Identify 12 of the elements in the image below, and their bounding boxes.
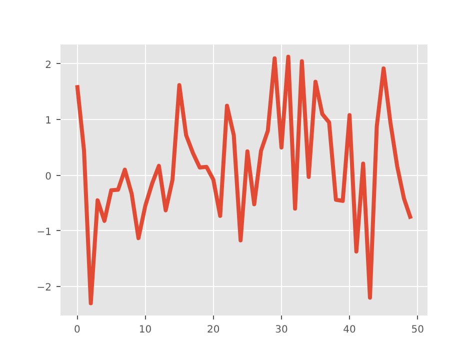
x-tick-label: 30 xyxy=(275,324,288,336)
y-tick-label: 1 xyxy=(45,116,52,127)
y-tick-label: 2 xyxy=(45,60,52,71)
x-tick-label: 0 xyxy=(74,324,80,336)
y-tick-label: −1 xyxy=(36,226,52,238)
y-tick-label: 0 xyxy=(45,171,52,182)
x-tick-label: 10 xyxy=(138,324,152,336)
x-tick-label: 40 xyxy=(343,324,356,336)
x-tick-label: 50 xyxy=(411,324,424,336)
line-series xyxy=(75,54,413,306)
y-tick-label: −2 xyxy=(36,282,52,294)
x-tick-label: 20 xyxy=(207,324,220,336)
